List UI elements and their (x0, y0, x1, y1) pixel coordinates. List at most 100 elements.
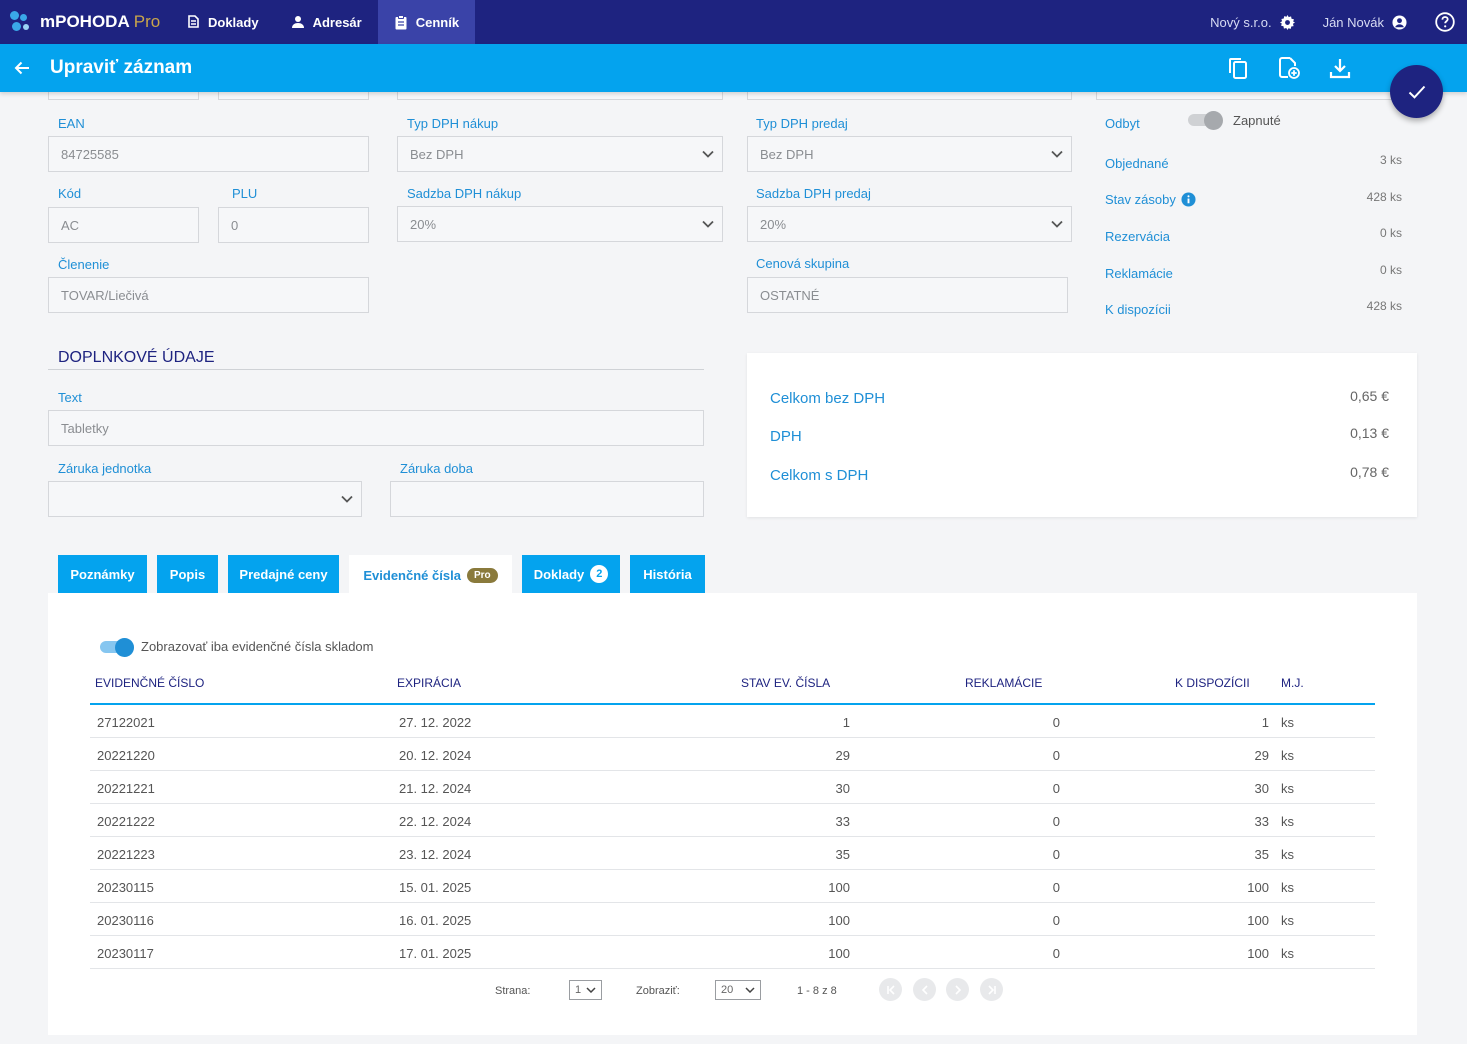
text-field[interactable]: Tabletky (48, 410, 704, 446)
column-header-mj[interactable]: M.J. (1281, 676, 1304, 690)
tab-popis[interactable]: Popis (157, 555, 218, 593)
table-row[interactable]: 27122021 27. 12. 2022 1 0 1 ks (90, 705, 1375, 738)
app-name: mPOHODA (40, 12, 130, 31)
table-row[interactable]: 20221222 22. 12. 2024 33 0 33 ks (90, 804, 1375, 837)
table-row[interactable]: 20221221 21. 12. 2024 30 0 30 ks (90, 771, 1375, 804)
chevron-right-icon (954, 984, 961, 995)
evidencne-cisla-panel (48, 593, 1417, 1035)
plu-field[interactable]: 0 (218, 207, 369, 243)
page-size-select[interactable]: 20 (715, 980, 761, 1000)
page-label: Strana: (495, 985, 531, 997)
total-without-vat-label: Celkom bez DPH (770, 390, 886, 407)
cell-expiry: 27. 12. 2022 (399, 715, 472, 730)
cell-dispozicii: 30 (1254, 781, 1269, 796)
column-header-reklamacie[interactable]: REKLAMÁCIE (965, 676, 1043, 690)
cell-mj: ks (1281, 847, 1294, 862)
total-with-vat-value: 0,78 € (1350, 464, 1389, 480)
cell-stav: 30 (835, 781, 850, 796)
table-row[interactable]: 20230117 17. 01. 2025 100 0 100 ks (90, 936, 1375, 969)
cell-dispozicii: 1 (1261, 715, 1269, 730)
sadzba-dph-nakup-value: 20% (410, 216, 437, 232)
kod-field[interactable]: AC (48, 207, 199, 243)
cell-dispozicii: 100 (1247, 946, 1269, 961)
table-row[interactable]: 20221223 23. 12. 2024 35 0 35 ks (90, 837, 1375, 870)
cell-mj: ks (1281, 880, 1294, 895)
objednane-value: 3 ks (1379, 153, 1402, 167)
tab-historia[interactable]: História (630, 555, 705, 593)
chevron-down-icon (341, 495, 353, 503)
tab-doklady[interactable]: Doklady 2 (522, 555, 620, 593)
page-title: Upraviť záznam (50, 57, 193, 78)
in-stock-only-toggle[interactable] (100, 638, 136, 657)
help-button[interactable] (1435, 12, 1455, 32)
count-badge: 2 (590, 565, 609, 583)
typ-dph-predaj-select[interactable]: Bez DPH (747, 136, 1072, 172)
zaruka-jednotka-select[interactable] (48, 481, 362, 517)
sadzba-dph-predaj-select[interactable]: 20% (747, 206, 1072, 242)
ean-field[interactable]: 84725585 (48, 136, 369, 172)
previous-page-button[interactable] (913, 978, 936, 1001)
table-row[interactable]: 20221220 20. 12. 2024 29 0 29 ks (90, 738, 1375, 771)
cell-stav: 1 (842, 715, 850, 730)
info-icon[interactable] (1181, 192, 1196, 207)
page-select[interactable]: 1 (569, 980, 602, 1000)
cell-mj: ks (1281, 946, 1294, 961)
clenenie-field[interactable]: TOVAR/Liečivá (48, 277, 369, 313)
cell-expiry: 16. 01. 2025 (399, 913, 472, 928)
nav-label: Doklady (208, 14, 259, 30)
documents-icon (188, 15, 199, 28)
typ-dph-predaj-label: Typ DPH predaj (756, 116, 848, 131)
table-row[interactable]: 20230116 16. 01. 2025 100 0 100 ks (90, 903, 1375, 936)
first-page-button[interactable] (879, 978, 902, 1001)
scrolled-field[interactable] (747, 92, 1072, 100)
odbyt-toggle[interactable] (1188, 111, 1224, 130)
chevron-down-icon (1051, 220, 1063, 228)
cell-number: 27122021 (97, 715, 155, 730)
typ-dph-nakup-select[interactable]: Bez DPH (397, 136, 723, 172)
tab-label: História (643, 566, 692, 582)
scrolled-field[interactable] (218, 92, 369, 100)
copy-button[interactable] (1212, 57, 1263, 79)
column-header-number[interactable]: EVIDENČNÉ ČÍSLO (95, 676, 205, 690)
kod-label: Kód (58, 186, 82, 201)
cell-reklamacie: 0 (1052, 748, 1060, 763)
nav-item-adresar[interactable]: Adresár (275, 0, 378, 44)
cell-expiry: 17. 01. 2025 (399, 946, 472, 961)
nav-item-cennik[interactable]: Cenník (377, 0, 476, 44)
user-menu[interactable]: Ján Novák (1323, 15, 1407, 30)
cell-expiry: 23. 12. 2024 (399, 847, 472, 862)
sadzba-dph-predaj-value: 20% (760, 216, 787, 232)
app-logo[interactable]: mPOHODA Pro (0, 0, 170, 44)
tab-predajne-ceny[interactable]: Predajné ceny (228, 555, 339, 593)
company-selector[interactable]: Nový s.r.o. (1210, 14, 1295, 30)
table-row[interactable]: 20230115 15. 01. 2025 100 0 100 ks (90, 870, 1375, 903)
nav-item-doklady[interactable]: Doklady (170, 0, 275, 44)
reklamacie-label: Reklamácie (1105, 266, 1173, 281)
scrolled-field[interactable] (397, 92, 723, 100)
tab-evidencne-cisla[interactable]: Evidenčné čísla Pro (349, 555, 512, 595)
zaruka-doba-field[interactable] (390, 481, 704, 517)
top-navigation-bar: mPOHODA Pro Doklady Adresár Cenník Nový … (0, 0, 1467, 44)
column-header-dispozicii[interactable]: K DISPOZÍCII (1175, 676, 1250, 690)
reklamacie-value: 0 ks (1379, 263, 1402, 277)
nav-label: Cenník (415, 14, 460, 30)
scrolled-field[interactable] (48, 92, 199, 100)
scrolled-field[interactable] (1096, 92, 1403, 100)
next-page-button[interactable] (946, 978, 969, 1001)
sadzba-dph-nakup-select[interactable]: 20% (397, 206, 723, 242)
cell-reklamacie: 0 (1052, 781, 1060, 796)
text-value: Tabletky (61, 420, 109, 436)
tab-poznamky[interactable]: Poznámky (58, 555, 147, 593)
rezervacia-value: 0 ks (1379, 226, 1402, 240)
last-page-button[interactable] (980, 978, 1003, 1001)
cell-reklamacie: 0 (1052, 715, 1060, 730)
cell-number: 20230116 (97, 913, 154, 928)
column-header-expiry[interactable]: EXPIRÁCIA (397, 676, 462, 690)
add-document-button[interactable] (1263, 57, 1314, 79)
column-header-stav[interactable]: STAV EV. ČÍSLA (741, 676, 831, 690)
stav-zasoby-value: 428 ks (1366, 190, 1402, 204)
download-button[interactable] (1314, 57, 1365, 79)
cenova-skupina-field[interactable]: OSTATNÉ (747, 277, 1068, 313)
save-confirm-button[interactable] (1390, 65, 1443, 118)
back-button[interactable] (12, 58, 32, 78)
